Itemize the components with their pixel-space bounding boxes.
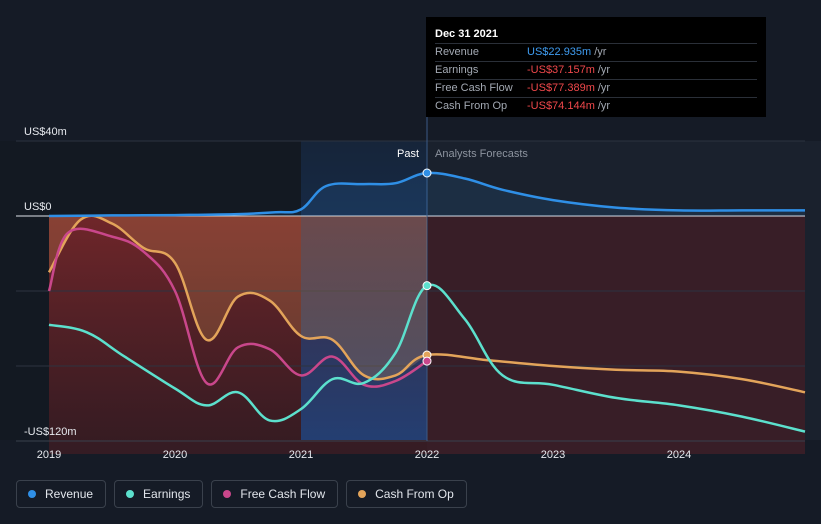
y-tick-label: US$0 [24,201,52,213]
legend-item-earnings[interactable]: Earnings [114,480,204,508]
tooltip-label: Cash From Op [435,100,508,112]
legend-label: Revenue [45,487,94,501]
y-tick-label: -US$120m [24,426,77,438]
tooltip-unit: /yr [594,46,607,58]
data-tooltip: Dec 31 2021 Revenue US$22.935m /yr Earni… [426,17,766,117]
free-cash-flow-marker [422,356,432,366]
past-label: Past [397,148,419,160]
tooltip-unit: /yr [597,64,611,76]
tooltip-label: Earnings [435,64,479,76]
tooltip-value: -US$74.144m [527,100,595,112]
legend-dot-icon [223,490,232,498]
x-tick-label: 2022 [415,449,439,461]
tooltip-value: -US$77.389m [527,82,595,94]
tooltip-row-free-cash-flow: Free Cash Flow -US$77.389m /yr [435,79,757,97]
legend-label: Earnings [143,487,191,501]
legend-label: Free Cash Flow [240,487,326,501]
revenue-line [48,171,805,218]
chart-legend: Revenue Earnings Free Cash Flow Cash Fro… [16,480,467,508]
tooltip-row-earnings: Earnings -US$37.157m /yr [435,61,757,79]
tooltip-value: US$22.935m [527,46,592,58]
tooltip-label: Revenue [435,46,480,58]
x-tick-label: 2023 [541,449,565,461]
legend-item-cash-from-op[interactable]: Cash From Op [346,480,467,508]
free-cash-flow-line [47,227,428,388]
tooltip-unit: /yr [597,100,611,112]
legend-dot-icon [126,490,135,498]
tooltip-date: Dec 31 2021 [435,28,498,40]
legend-label: Cash From Op [375,487,454,501]
tooltip-row-revenue: Revenue US$22.935m /yr [435,43,757,61]
legend-item-revenue[interactable]: Revenue [16,480,107,508]
tooltip-value: -US$37.157m [527,64,595,76]
legend-dot-icon [28,490,36,498]
earnings-line [48,283,806,433]
y-tick-label: US$40m [24,126,67,138]
legend-dot-icon [358,490,367,498]
cash-from-op-line [47,214,806,394]
chart-canvas: US$40m US$0 -US$120m 2019 2020 2021 2022 2023 20… [16,17,806,461]
tooltip-label: Free Cash Flow [435,82,513,94]
legend-item-free-cash-flow[interactable]: Free Cash Flow [211,480,339,508]
negative-area-forecast [427,216,805,454]
x-tick-label: 2019 [37,449,61,461]
revenue-area [49,172,805,216]
forecast-label: Analysts Forecasts [435,148,528,160]
tooltip-row-cash-from-op: Cash From Op -US$74.144m /yr [435,97,757,115]
x-tick-label: 2021 [289,449,313,461]
x-tick-label: 2020 [163,449,187,461]
earnings-marker [422,281,432,291]
tooltip-unit: /yr [597,82,611,94]
revenue-marker [422,168,432,178]
x-tick-label: 2024 [667,449,691,461]
